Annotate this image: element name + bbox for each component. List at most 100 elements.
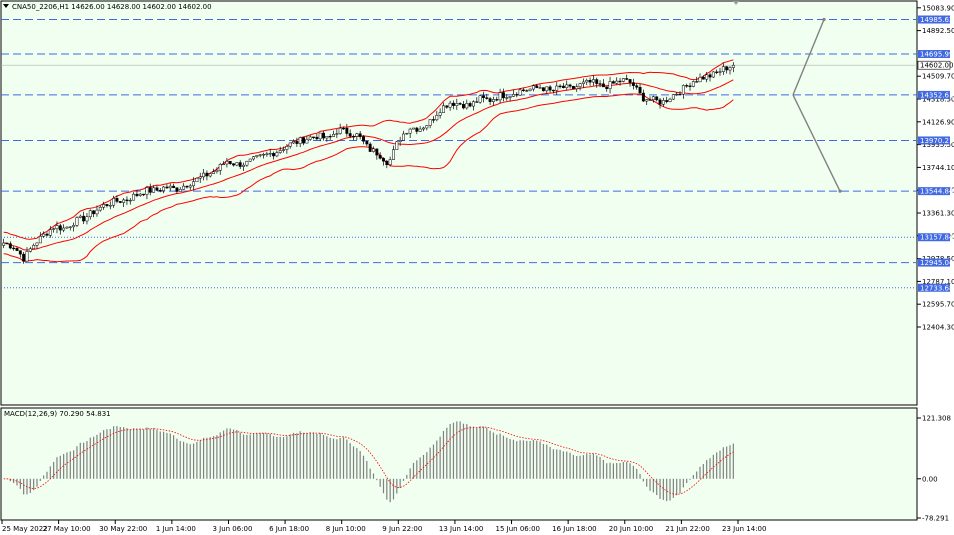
candle-body <box>605 86 609 89</box>
candle-body <box>15 248 19 251</box>
candle-body <box>182 185 186 190</box>
candle-body <box>472 101 475 107</box>
candle-body <box>325 135 329 139</box>
candle-body <box>578 83 582 87</box>
price-tick-label: 14126.90 <box>922 118 954 126</box>
candle-body <box>641 92 645 102</box>
candle-body <box>455 103 459 106</box>
candle-body <box>298 137 302 144</box>
candle-body <box>138 193 142 196</box>
candle-body <box>561 85 565 88</box>
macd-axis: 121.308 0.00 -78.291 <box>917 415 951 523</box>
time-tick-label: 9 Jun 22:00 <box>382 525 422 533</box>
macd-header: MACD(12,26,9) 70.290 54.831 <box>4 410 111 418</box>
candle-body <box>225 161 229 165</box>
candle-body <box>675 93 679 96</box>
candle-body <box>112 198 116 206</box>
candle-body <box>588 80 592 83</box>
candle-body <box>42 233 46 237</box>
macd-signal-line <box>3 426 734 495</box>
candle-body <box>165 186 169 189</box>
candle-body <box>72 225 76 228</box>
arrow-head <box>822 17 826 22</box>
main-plot-area[interactable] <box>0 0 918 406</box>
level-label-box <box>918 258 950 267</box>
candle-body <box>422 127 425 130</box>
candle-body <box>462 104 465 109</box>
candle-body <box>618 80 622 83</box>
candle-body <box>478 95 482 103</box>
candle-body <box>198 176 202 179</box>
candle-body <box>102 204 106 208</box>
candle-body <box>295 141 299 144</box>
arrow-up-icon <box>792 19 825 96</box>
candle-body <box>178 189 182 192</box>
candle-body <box>491 99 495 102</box>
candle-body <box>185 185 189 188</box>
candle-body <box>531 85 535 90</box>
candle-body <box>601 83 605 88</box>
candle-body <box>95 209 99 215</box>
candle-body <box>255 155 259 157</box>
candle-body <box>342 127 345 130</box>
candle-body <box>222 163 226 166</box>
candle-body <box>48 229 52 236</box>
candle-body <box>408 128 412 134</box>
candle-body <box>558 85 562 88</box>
candle-body <box>158 190 162 192</box>
candle-body <box>78 215 82 218</box>
current-price-label: 14602.00 <box>920 62 953 70</box>
candle-body <box>248 158 252 162</box>
candle-body <box>312 136 315 138</box>
candle-body <box>168 185 172 189</box>
candle-body <box>28 248 32 252</box>
candle-body <box>115 198 119 202</box>
candle-body <box>615 80 619 84</box>
candle-body <box>665 100 669 102</box>
candle-body <box>488 98 492 102</box>
level-label-box <box>918 90 950 99</box>
candle-body <box>518 89 522 96</box>
candle-body <box>82 215 86 222</box>
candle-body <box>715 71 719 73</box>
candle-body <box>278 150 282 153</box>
candle-body <box>595 79 599 84</box>
time-tick-label: 8 Jun 10:00 <box>326 525 366 533</box>
current-price-box <box>917 60 951 70</box>
candle-body <box>235 162 239 166</box>
dropdown-triangle-icon[interactable] <box>3 4 9 8</box>
candle-body <box>242 164 246 167</box>
bollinger-bands <box>3 59 734 263</box>
candle-body <box>442 105 445 113</box>
candle-body <box>365 140 369 145</box>
candle-body <box>481 95 485 98</box>
candle-body <box>22 253 26 262</box>
bollinger-middle <box>3 79 734 251</box>
macd-plot-area[interactable] <box>0 407 918 521</box>
candle-body <box>148 187 152 193</box>
candle-body <box>172 185 176 188</box>
candle-body <box>525 90 529 92</box>
level-label-box <box>918 187 950 196</box>
candle-body <box>118 201 122 203</box>
candle-body <box>402 133 405 141</box>
candle-body <box>375 148 379 156</box>
level-label: 14352.61 <box>920 91 953 99</box>
arrow-head <box>838 189 842 193</box>
candle-body <box>718 71 722 73</box>
candle-body <box>535 85 539 88</box>
candle-body <box>12 247 16 250</box>
candle-body <box>345 127 349 134</box>
candle-body <box>668 98 672 102</box>
price-tick-label: 14509.70 <box>922 73 954 81</box>
candles <box>2 62 735 264</box>
candle-body <box>285 146 289 150</box>
candle-body <box>428 119 432 126</box>
candle-body <box>495 99 499 101</box>
candle-body <box>88 210 92 218</box>
candle-body <box>58 225 62 231</box>
price-tick-label: 13744.10 <box>922 164 954 172</box>
